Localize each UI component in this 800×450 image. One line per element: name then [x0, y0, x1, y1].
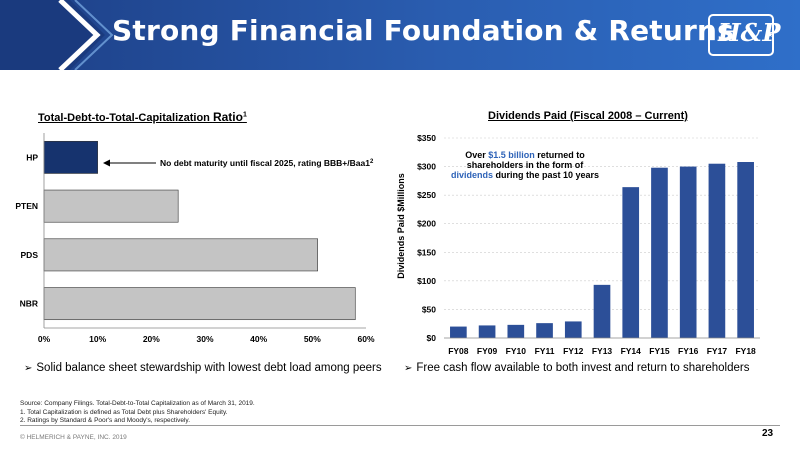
dividends-bar-fy12: [564, 321, 582, 338]
dividends-bar-fy16: [679, 166, 697, 338]
dividends-y-tick-label: $150: [417, 247, 436, 257]
footnotes: Source: Company Filings. Total-Debt-to-T…: [20, 400, 255, 426]
callout-line-3: dividends during the past 10 years: [451, 170, 599, 180]
dividends-y-tick-label: $100: [417, 276, 436, 286]
footnote-source: Source: Company Filings. Total-Debt-to-T…: [20, 400, 255, 407]
dividends-x-tick-label: FY08: [448, 346, 469, 356]
dividends-y-tick-label: $200: [417, 219, 436, 229]
dividends-x-tick-label: FY15: [649, 346, 670, 356]
dividends-y-tick-label: $350: [417, 133, 436, 143]
arrow-bullet-icon: ➢: [404, 363, 413, 374]
dividends-x-tick-label: FY10: [506, 346, 527, 356]
bullet-left: ➢ Solid balance sheet stewardship with lo…: [24, 362, 382, 374]
dividends-x-tick-label: FY16: [678, 346, 699, 356]
dividends-y-tick-label: $300: [417, 162, 436, 172]
company-logo: ★ ★ H&P: [706, 12, 780, 58]
dividends-y-axis-label: Dividends Paid $Millions: [396, 173, 406, 279]
debt-category-label: HP: [26, 152, 38, 162]
callout-line-2: shareholders in the form of: [467, 160, 585, 170]
dividends-bar-fy10: [507, 324, 525, 338]
svg-text:★: ★: [708, 31, 714, 39]
dividends-x-tick-label: FY14: [621, 346, 642, 356]
dividends-bar-fy13: [593, 284, 611, 338]
debt-category-label: PTEN: [15, 201, 38, 211]
dividends-bar-fy09: [478, 325, 496, 338]
dividends-chart-title: Dividends Paid (Fiscal 2008 – Current): [488, 110, 688, 122]
debt-x-tick-label: 30%: [196, 334, 213, 344]
debt-x-tick-label: 60%: [357, 334, 374, 344]
debt-bar-pds: [43, 238, 319, 272]
debt-category-label: PDS: [21, 250, 39, 260]
debt-x-tick-label: 40%: [250, 334, 267, 344]
dividends-x-tick-label: FY12: [563, 346, 584, 356]
svg-text:★: ★: [767, 31, 773, 39]
arrow-bullet-icon: ➢: [24, 363, 33, 374]
debt-chart-title-main: Total-Debt-to-Total-Capitalization: [38, 112, 213, 124]
bullet-right: ➢ Free cash flow available to both invest…: [404, 362, 750, 374]
dividends-callout: Over $1.5 billion returned to shareholde…: [451, 150, 599, 180]
header-banner: [0, 0, 800, 70]
footnote-1: 1. Total Capitalization is defined as To…: [20, 408, 228, 416]
copyright: © HELMERICH & PAYNE, INC. 2019: [20, 434, 127, 441]
banner-chevron-decoration: [0, 0, 114, 70]
debt-annotation: No debt maturity until fiscal 2025, rati…: [160, 158, 374, 168]
page-title: Strong Financial Foundation & Returns: [112, 14, 735, 47]
dividends-y-tick-label: $0: [427, 333, 437, 343]
debt-bar-pten: [43, 189, 179, 223]
debt-bar-hp: [43, 140, 98, 174]
debt-x-tick-label: 50%: [304, 334, 321, 344]
callout-line-1: Over $1.5 billion returned to: [465, 150, 585, 160]
page-number: 23: [762, 428, 774, 439]
dividends-x-tick-label: FY09: [477, 346, 498, 356]
debt-category-label: NBR: [20, 299, 38, 309]
debt-chart-title-ratio: Ratio: [212, 110, 243, 124]
debt-chart-title-sup: 1: [242, 111, 247, 119]
debt-x-tick-label: 10%: [89, 334, 106, 344]
dividends-bar-fy18: [737, 162, 754, 338]
debt-ratio-chart: 0% 10% 20% 30% 40% 50% 60% HP PTEN PDS NBR No deb…: [15, 133, 375, 344]
footer-divider: [20, 425, 780, 426]
footnote-2: 2. Ratings by Standard & Poor's and Mood…: [20, 417, 191, 424]
dividends-x-tick-label: FY13: [592, 346, 613, 356]
dividends-chart: $0 $50 $100 $150 $200 $250 $300 $350 FY08 FY09 FY1…: [396, 133, 760, 356]
dividends-y-tick-label: $250: [417, 190, 436, 200]
debt-bar-nbr: [43, 287, 356, 321]
dividends-x-tick-label: FY18: [735, 346, 756, 356]
dividends-bar-fy08: [450, 326, 467, 338]
debt-x-tick-label: 20%: [143, 334, 160, 344]
debt-chart-title: Total-Debt-to-Total-Capitalization Ratio…: [38, 110, 247, 124]
dividends-x-tick-label: FY17: [707, 346, 728, 356]
logo-text: H&P: [718, 18, 781, 47]
dividends-y-tick-label: $50: [422, 304, 436, 314]
dividends-x-tick-label: FY11: [535, 346, 555, 356]
dividends-bar-fy15: [651, 167, 668, 338]
dividends-bar-fy14: [622, 187, 640, 338]
dividends-bar-fy11: [536, 323, 553, 338]
debt-x-tick-label: 0%: [38, 334, 51, 344]
dividends-bar-fy17: [708, 163, 726, 338]
